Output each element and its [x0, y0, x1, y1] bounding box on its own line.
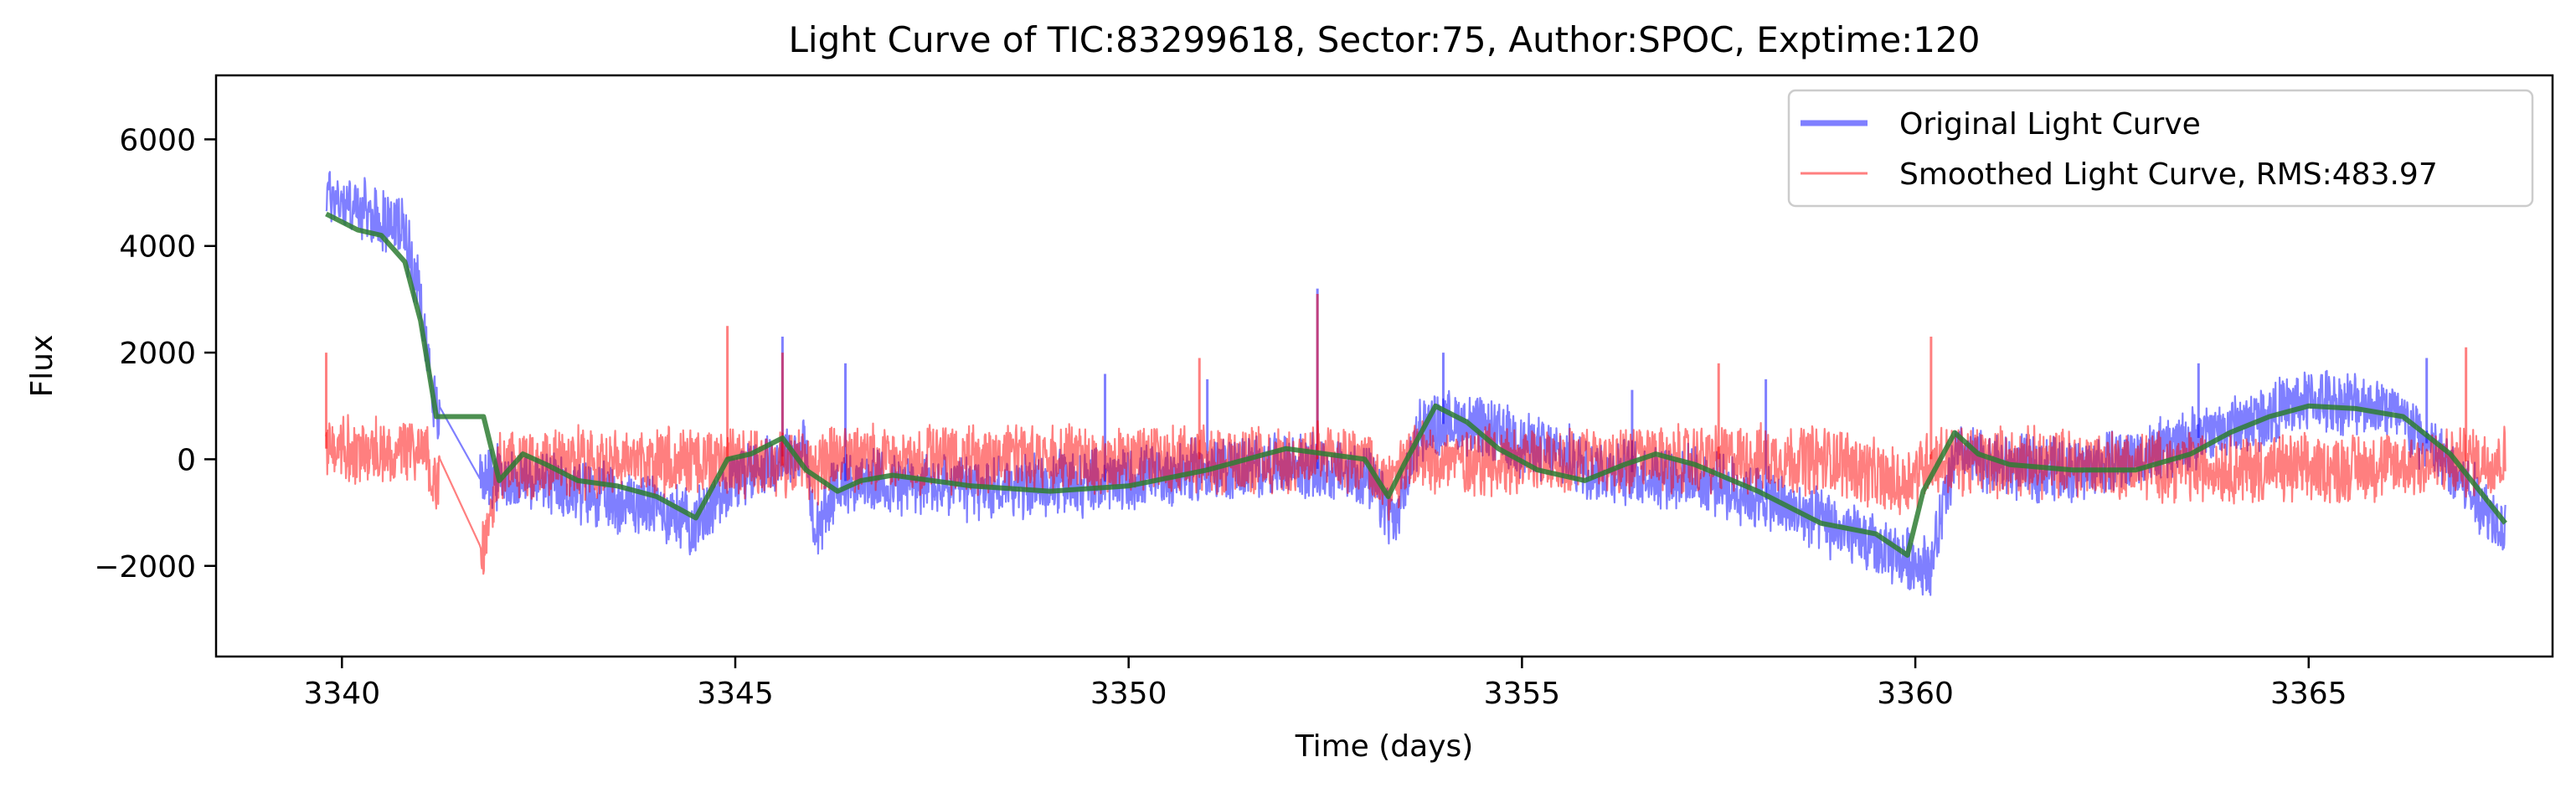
x-axis-ticks: 3340 3345 3350 3355 3360 3365	[303, 657, 2347, 711]
y-tick-label: 4000	[119, 230, 196, 265]
x-axis-label: Time (days)	[1295, 729, 1474, 764]
legend-label-smoothed: Smoothed Light Curve, RMS:483.97	[1899, 157, 2438, 192]
legend-box	[1787, 89, 2534, 208]
y-tick-label: 2000	[119, 337, 196, 371]
y-tick-label: −2000	[94, 550, 196, 585]
y-tick-label: 6000	[119, 123, 196, 157]
x-tick-label: 3345	[697, 677, 774, 711]
x-tick-label: 3355	[1484, 677, 1561, 711]
plot-frame	[214, 74, 2554, 658]
legend-label-original: Original Light Curve	[1899, 107, 2201, 142]
x-tick-label: 3340	[303, 677, 380, 711]
y-axis-label: Flux	[25, 335, 59, 398]
y-axis-ticks: −2000 0 2000 4000 6000	[94, 123, 216, 585]
x-tick-label: 3350	[1090, 677, 1167, 711]
chart-title: Light Curve of TIC:83299618, Sector:75, …	[789, 19, 1981, 60]
x-tick-label: 3360	[1877, 677, 1954, 711]
series-layer	[325, 171, 2507, 596]
series-2-line	[325, 211, 2507, 558]
x-tick-label: 3365	[2270, 677, 2347, 711]
legend: Original Light Curve Smoothed Light Curv…	[1787, 89, 2534, 208]
y-tick-label: 0	[177, 443, 196, 477]
